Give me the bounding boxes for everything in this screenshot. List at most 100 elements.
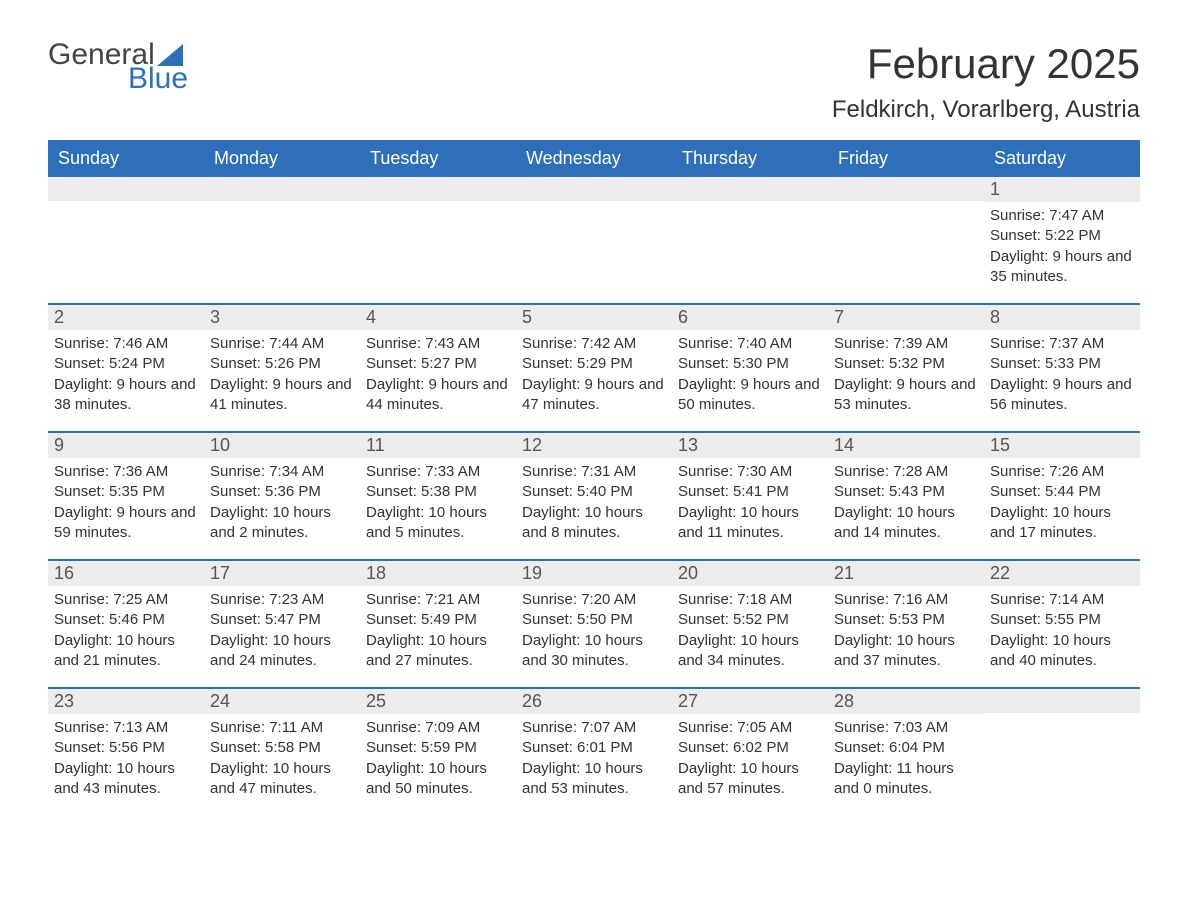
sunrise-text: Sunrise: 7:14 AM (990, 590, 1134, 610)
day-cell: 3Sunrise: 7:44 AMSunset: 5:26 PMDaylight… (204, 305, 360, 425)
day-cell: 4Sunrise: 7:43 AMSunset: 5:27 PMDaylight… (360, 305, 516, 425)
daylight-text: Daylight: 10 hours and 24 minutes. (210, 631, 354, 672)
sunset-text: Sunset: 5:41 PM (678, 482, 822, 502)
day-number: 12 (516, 433, 672, 458)
daylight-text: Daylight: 9 hours and 56 minutes. (990, 375, 1134, 416)
sunset-text: Sunset: 5:52 PM (678, 610, 822, 630)
day-details: Sunrise: 7:16 AMSunset: 5:53 PMDaylight:… (834, 590, 978, 671)
week-row: 1Sunrise: 7:47 AMSunset: 5:22 PMDaylight… (48, 177, 1140, 297)
day-details: Sunrise: 7:31 AMSunset: 5:40 PMDaylight:… (522, 462, 666, 543)
sunset-text: Sunset: 5:22 PM (990, 226, 1134, 246)
sunrise-text: Sunrise: 7:03 AM (834, 718, 978, 738)
day-cell (48, 177, 204, 297)
day-details: Sunrise: 7:36 AMSunset: 5:35 PMDaylight:… (54, 462, 198, 543)
sunrise-text: Sunrise: 7:40 AM (678, 334, 822, 354)
day-details: Sunrise: 7:25 AMSunset: 5:46 PMDaylight:… (54, 590, 198, 671)
day-cell: 2 Sunrise: 7:46 AMSunset: 5:24 PMDaylight… (48, 305, 204, 425)
sunrise-text: Sunrise: 7:16 AM (834, 590, 978, 610)
day-cell: 1Sunrise: 7:47 AMSunset: 5:22 PMDaylight… (984, 177, 1140, 297)
day-cell (828, 177, 984, 297)
day-number: 14 (828, 433, 984, 458)
day-details: Sunrise: 7:44 AMSunset: 5:26 PMDaylight:… (210, 334, 354, 415)
day-header-row: SundayMondayTuesdayWednesdayThursdayFrid… (48, 140, 1140, 177)
daylight-text: Daylight: 10 hours and 57 minutes. (678, 759, 822, 800)
day-details: Sunrise: 7:03 AMSunset: 6:04 PMDaylight:… (834, 718, 978, 799)
daylight-text: Daylight: 10 hours and 5 minutes. (366, 503, 510, 544)
sunset-text: Sunset: 5:44 PM (990, 482, 1134, 502)
daylight-text: Daylight: 9 hours and 35 minutes. (990, 247, 1134, 288)
daylight-text: Daylight: 10 hours and 30 minutes. (522, 631, 666, 672)
logo: General Blue (48, 40, 188, 94)
day-number (828, 177, 984, 201)
day-number: 18 (360, 561, 516, 586)
day-number (984, 689, 1140, 713)
day-cell: 23 Sunrise: 7:13 AMSunset: 5:56 PMDayligh… (48, 689, 204, 809)
day-number: 23 (48, 689, 204, 714)
day-cell (984, 689, 1140, 809)
daylight-text: Daylight: 10 hours and 37 minutes. (834, 631, 978, 672)
sunrise-text: Sunrise: 7:21 AM (366, 590, 510, 610)
sunrise-text: Sunrise: 7:09 AM (366, 718, 510, 738)
day-header-cell: Monday (204, 140, 360, 177)
day-details: Sunrise: 7:39 AMSunset: 5:32 PMDaylight:… (834, 334, 978, 415)
day-number: 13 (672, 433, 828, 458)
sunset-text: Sunset: 5:24 PM (54, 354, 198, 374)
sunrise-text: Sunrise: 7:30 AM (678, 462, 822, 482)
day-details: Sunrise: 7:37 AMSunset: 5:33 PMDaylight:… (990, 334, 1134, 415)
month-title: February 2025 (832, 40, 1140, 88)
day-number: 8 (984, 305, 1140, 330)
day-cell: 24Sunrise: 7:11 AMSunset: 5:58 PMDayligh… (204, 689, 360, 809)
day-cell: 28 Sunrise: 7:03 AMSunset: 6:04 PMDayligh… (828, 689, 984, 809)
sunrise-text: Sunrise: 7:31 AM (522, 462, 666, 482)
location: Feldkirch, Vorarlberg, Austria (832, 96, 1140, 124)
day-details: Sunrise: 7:13 AMSunset: 5:56 PMDaylight:… (54, 718, 198, 799)
day-details: Sunrise: 7:09 AMSunset: 5:59 PMDaylight:… (366, 718, 510, 799)
daylight-text: Daylight: 10 hours and 40 minutes. (990, 631, 1134, 672)
week-row: 2 Sunrise: 7:46 AMSunset: 5:24 PMDaylight… (48, 303, 1140, 425)
day-details: Sunrise: 7:43 AMSunset: 5:27 PMDaylight:… (366, 334, 510, 415)
daylight-text: Daylight: 10 hours and 17 minutes. (990, 503, 1134, 544)
day-cell (516, 177, 672, 297)
daylight-text: Daylight: 9 hours and 44 minutes. (366, 375, 510, 416)
day-details: Sunrise: 7:40 AMSunset: 5:30 PMDaylight:… (678, 334, 822, 415)
day-number: 17 (204, 561, 360, 586)
sunset-text: Sunset: 5:29 PM (522, 354, 666, 374)
sunrise-text: Sunrise: 7:18 AM (678, 590, 822, 610)
daylight-text: Daylight: 10 hours and 50 minutes. (366, 759, 510, 800)
sunrise-text: Sunrise: 7:47 AM (990, 206, 1134, 226)
day-cell: 21Sunrise: 7:16 AMSunset: 5:53 PMDayligh… (828, 561, 984, 681)
daylight-text: Daylight: 9 hours and 59 minutes. (54, 503, 198, 544)
daylight-text: Daylight: 10 hours and 21 minutes. (54, 631, 198, 672)
sunset-text: Sunset: 6:02 PM (678, 738, 822, 758)
daylight-text: Daylight: 11 hours and 0 minutes. (834, 759, 978, 800)
day-cell: 16 Sunrise: 7:25 AMSunset: 5:46 PMDayligh… (48, 561, 204, 681)
sunrise-text: Sunrise: 7:07 AM (522, 718, 666, 738)
daylight-text: Daylight: 10 hours and 47 minutes. (210, 759, 354, 800)
week-row: 23 Sunrise: 7:13 AMSunset: 5:56 PMDayligh… (48, 687, 1140, 809)
day-number: 7 (828, 305, 984, 330)
sunset-text: Sunset: 5:26 PM (210, 354, 354, 374)
day-details: Sunrise: 7:46 AMSunset: 5:24 PMDaylight:… (54, 334, 198, 415)
sunrise-text: Sunrise: 7:44 AM (210, 334, 354, 354)
sunrise-text: Sunrise: 7:26 AM (990, 462, 1134, 482)
day-cell: 8 Sunrise: 7:37 AMSunset: 5:33 PMDaylight… (984, 305, 1140, 425)
day-details: Sunrise: 7:11 AMSunset: 5:58 PMDaylight:… (210, 718, 354, 799)
day-cell: 25Sunrise: 7:09 AMSunset: 5:59 PMDayligh… (360, 689, 516, 809)
day-header-cell: Thursday (672, 140, 828, 177)
day-number: 9 (48, 433, 204, 458)
day-cell: 19Sunrise: 7:20 AMSunset: 5:50 PMDayligh… (516, 561, 672, 681)
sunset-text: Sunset: 5:33 PM (990, 354, 1134, 374)
day-details: Sunrise: 7:47 AMSunset: 5:22 PMDaylight:… (990, 206, 1134, 287)
day-number: 2 (48, 305, 204, 330)
day-number: 28 (828, 689, 984, 714)
daylight-text: Daylight: 10 hours and 53 minutes. (522, 759, 666, 800)
sunset-text: Sunset: 5:53 PM (834, 610, 978, 630)
day-number: 16 (48, 561, 204, 586)
day-number: 26 (516, 689, 672, 714)
day-cell: 10Sunrise: 7:34 AMSunset: 5:36 PMDayligh… (204, 433, 360, 553)
daylight-text: Daylight: 9 hours and 38 minutes. (54, 375, 198, 416)
day-cell: 15Sunrise: 7:26 AMSunset: 5:44 PMDayligh… (984, 433, 1140, 553)
day-details: Sunrise: 7:07 AMSunset: 6:01 PMDaylight:… (522, 718, 666, 799)
logo-word2: Blue (128, 64, 188, 94)
day-details: Sunrise: 7:21 AMSunset: 5:49 PMDaylight:… (366, 590, 510, 671)
